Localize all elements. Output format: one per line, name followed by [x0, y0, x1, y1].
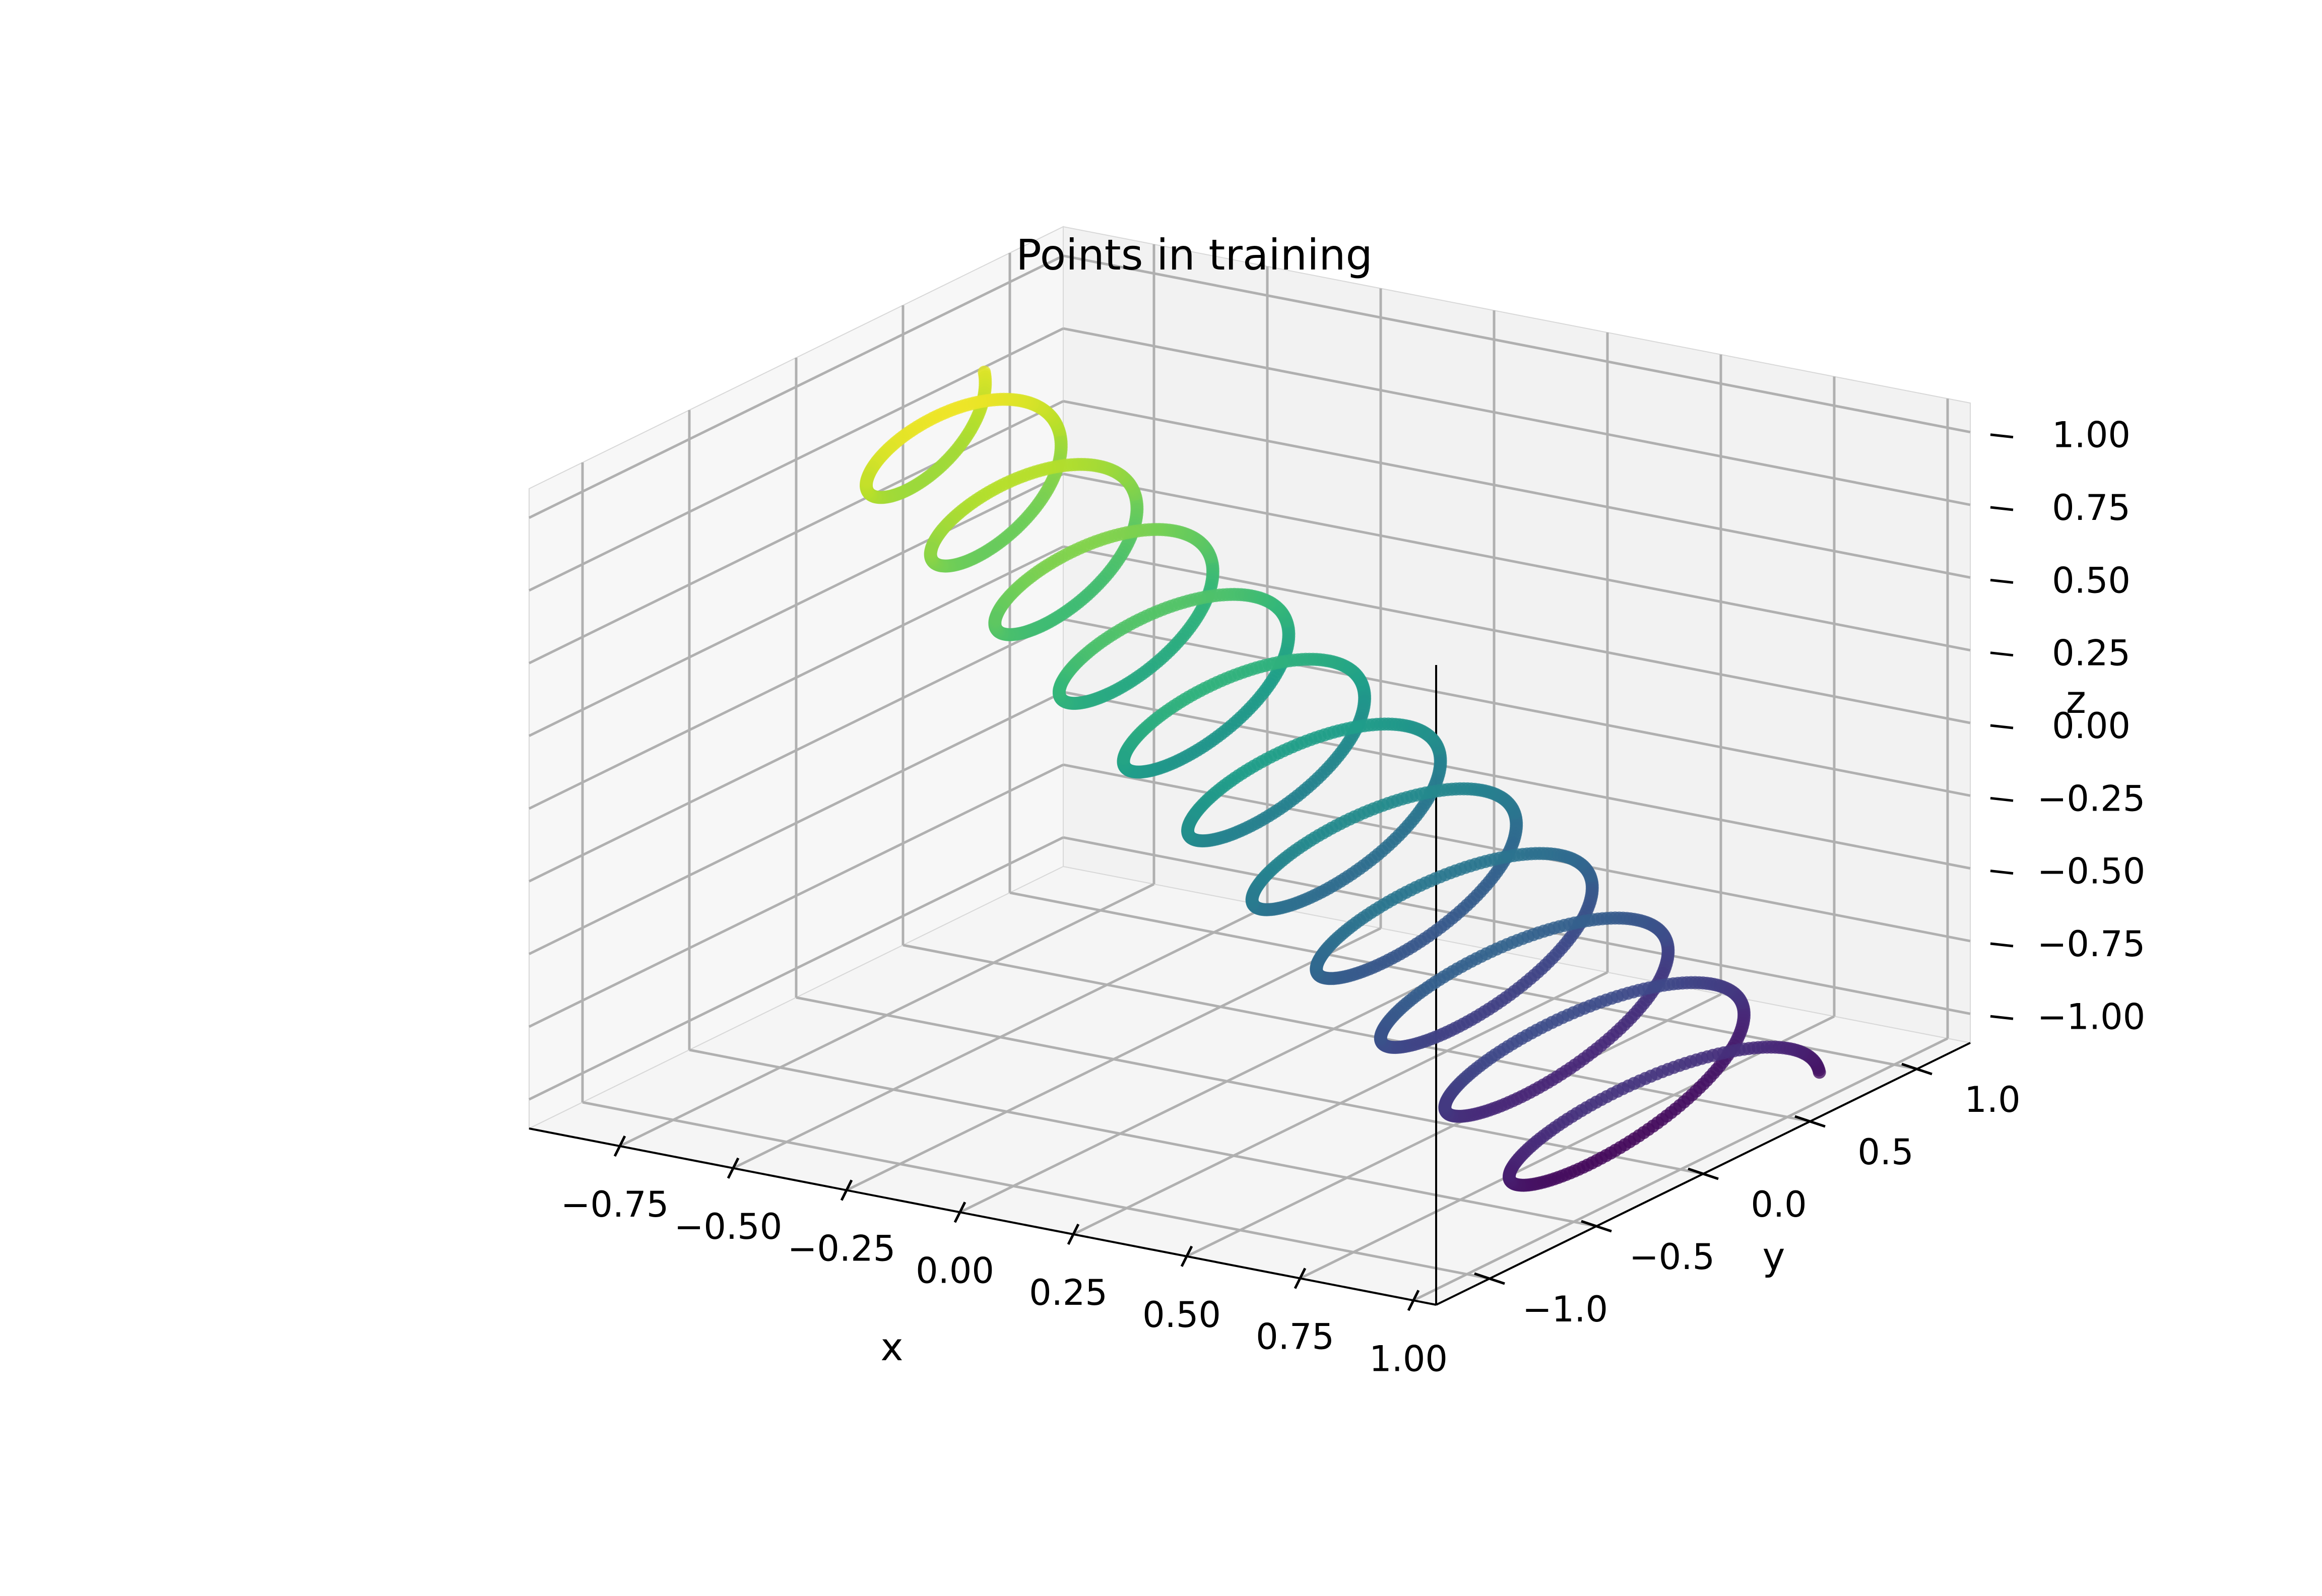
- tick-labels: −0.75−0.50−0.250.000.250.500.751.00−1.0−…: [561, 415, 2146, 1380]
- gridline-z-side: [528, 618, 1064, 883]
- z-tick-mark: [1990, 870, 2014, 875]
- z-tick-mark: [1990, 942, 2014, 948]
- gridline-z-back: [1063, 254, 1971, 434]
- z-tick-label: −0.25: [2037, 778, 2146, 819]
- data-point: [1374, 1029, 1388, 1042]
- gridline-y-floor: [796, 996, 1704, 1175]
- gridline-z-side: [528, 327, 1064, 592]
- y-axis-label: y: [1763, 1234, 1785, 1279]
- data-point: [1117, 751, 1131, 764]
- gridline-y-floor: [902, 944, 1811, 1123]
- y-tick-mark: [1794, 1115, 1826, 1128]
- x-tick-mark: [1294, 1268, 1307, 1289]
- data-point: [1182, 819, 1195, 833]
- z-tick-mark: [1990, 796, 2014, 802]
- gridline-z-side: [528, 473, 1064, 737]
- data-point: [1503, 1167, 1516, 1181]
- y-tick-mark: [1901, 1062, 1932, 1076]
- x-tick-label: 0.50: [1142, 1294, 1221, 1336]
- z-tick-label: 0.50: [2052, 560, 2131, 601]
- scatter-points: [860, 365, 1826, 1192]
- z-tick-mark: [1990, 651, 2014, 657]
- y-tick-label: 0.0: [1751, 1184, 1807, 1225]
- data-point: [860, 473, 874, 487]
- x-tick-label: −0.75: [561, 1184, 669, 1225]
- gridline-z-side: [528, 545, 1064, 810]
- x-axis-line: [529, 1127, 1437, 1306]
- y-tick-mark: [1474, 1272, 1505, 1285]
- z-tick-label: 1.00: [2052, 415, 2131, 456]
- data-point: [1053, 681, 1067, 694]
- y-tick-mark: [1581, 1220, 1612, 1233]
- x-tick-mark: [1407, 1290, 1420, 1311]
- x-tick-label: −0.25: [788, 1228, 896, 1270]
- gridline-z-side: [528, 400, 1064, 664]
- z-tick-label: 0.75: [2052, 487, 2131, 528]
- data-point: [1439, 1097, 1452, 1111]
- data-point: [989, 612, 1002, 625]
- x-tick-mark: [953, 1202, 966, 1223]
- z-tick-mark: [1990, 1015, 2014, 1020]
- y-tick-mark: [1688, 1167, 1719, 1180]
- gridline-z-side: [528, 691, 1064, 955]
- data-point: [1310, 958, 1324, 972]
- gridline-z-back: [1063, 618, 1971, 797]
- x-tick-mark: [727, 1157, 740, 1179]
- gridline-z-side: [528, 254, 1064, 519]
- y-tick-label: 1.0: [1964, 1079, 2020, 1120]
- z-tick-label: −1.00: [2037, 996, 2146, 1037]
- gridline-z-back: [1063, 473, 1971, 652]
- chart-title: Points in training: [1016, 230, 1373, 280]
- x-tick-mark: [1067, 1223, 1080, 1245]
- gridline-z-side: [528, 763, 1064, 1028]
- z-tick-mark: [1990, 433, 2014, 439]
- data-point: [925, 542, 938, 555]
- gridline-z-back: [1063, 836, 1971, 1015]
- y-tick-label: 0.5: [1857, 1132, 1913, 1173]
- gridlines: [528, 244, 1971, 1302]
- x-axis-label: x: [881, 1324, 904, 1369]
- gridline-y-floor: [1009, 891, 1917, 1071]
- y-tick-label: −1.0: [1522, 1289, 1608, 1330]
- gridline-z-back: [1063, 400, 1971, 579]
- y-tick-label: −0.5: [1629, 1236, 1715, 1278]
- x-tick-label: −0.50: [674, 1206, 783, 1247]
- x-tick-mark: [1180, 1245, 1193, 1267]
- x-tick-mark: [613, 1135, 626, 1157]
- gridline-y-floor: [689, 1048, 1597, 1228]
- x-tick-mark: [840, 1179, 853, 1201]
- z-tick-label: −0.50: [2037, 851, 2146, 892]
- gridline-y-floor: [582, 1101, 1490, 1280]
- gridline-z-back: [1063, 327, 1971, 506]
- z-tick-mark: [1990, 724, 2014, 729]
- z-axis-label: z: [2066, 677, 2086, 722]
- gridline-z-side: [528, 836, 1064, 1101]
- z-tick-label: −0.75: [2037, 923, 2146, 965]
- z-tick-label: 0.00: [2052, 705, 2131, 747]
- x-tick-label: 1.00: [1369, 1338, 1448, 1379]
- x-tick-label: 0.25: [1029, 1272, 1108, 1313]
- z-tick-mark: [1990, 578, 2014, 584]
- gridline-z-back: [1063, 691, 1971, 870]
- data-point: [1246, 890, 1259, 903]
- x-tick-label: 0.75: [1256, 1316, 1334, 1358]
- z-tick-label: 0.25: [2052, 633, 2131, 674]
- x-tick-label: 0.00: [916, 1250, 994, 1291]
- z-tick-mark: [1990, 506, 2014, 511]
